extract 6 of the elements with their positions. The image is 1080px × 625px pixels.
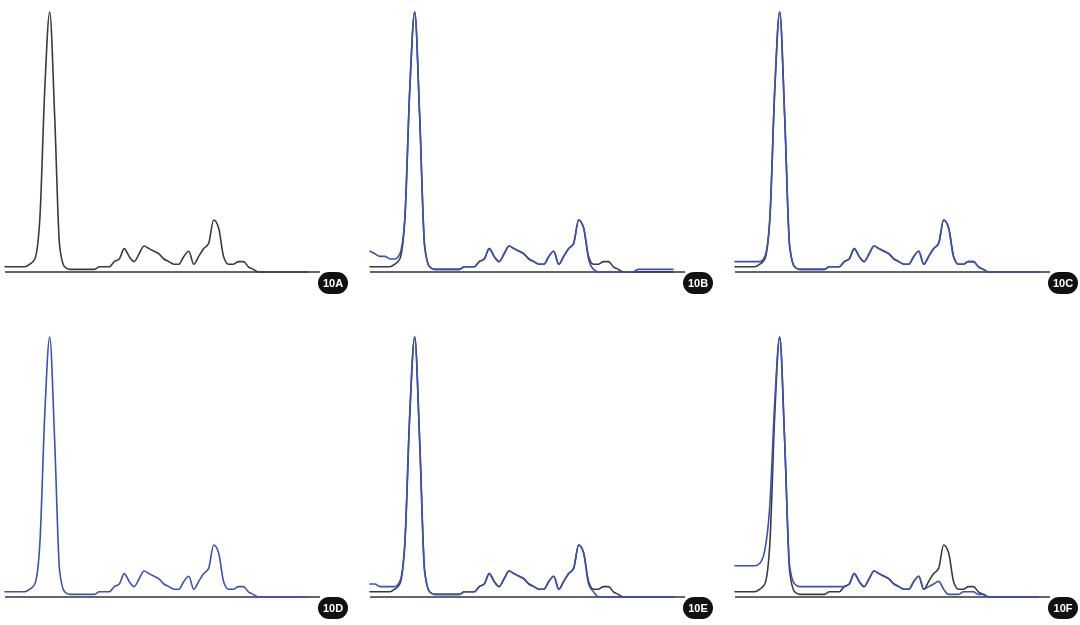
text: 10A xyxy=(318,272,348,294)
text: 10D xyxy=(318,597,348,619)
text: 10B xyxy=(683,272,713,294)
text: 10F xyxy=(1048,597,1078,619)
text: 10C xyxy=(1048,272,1078,294)
text: 10E xyxy=(683,597,713,619)
